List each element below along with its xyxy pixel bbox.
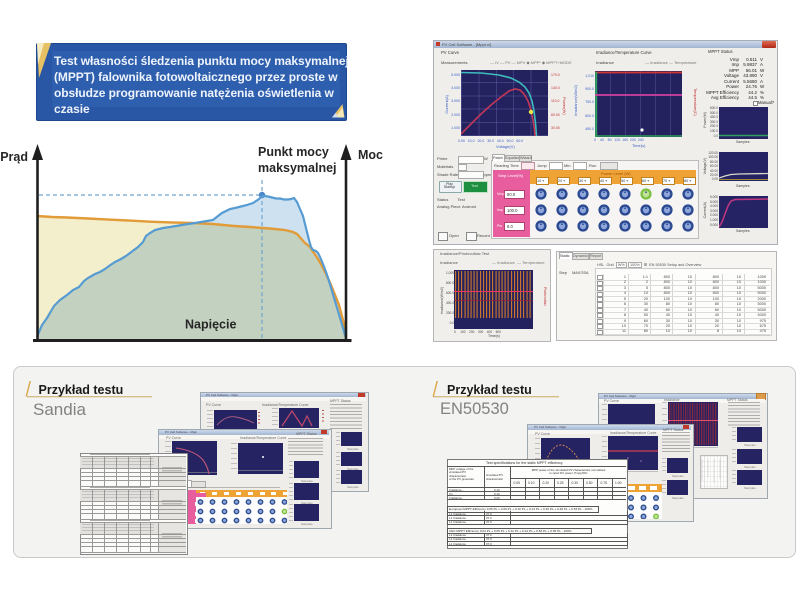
svg-text:Moc: Moc (358, 148, 383, 162)
svg-text:Napięcie: Napięcie (185, 318, 236, 332)
svg-text:Punkt mocy: Punkt mocy (258, 145, 329, 159)
svg-text:Prąd: Prąd (0, 150, 28, 164)
svg-text:maksymalnej: maksymalnej (258, 161, 337, 175)
